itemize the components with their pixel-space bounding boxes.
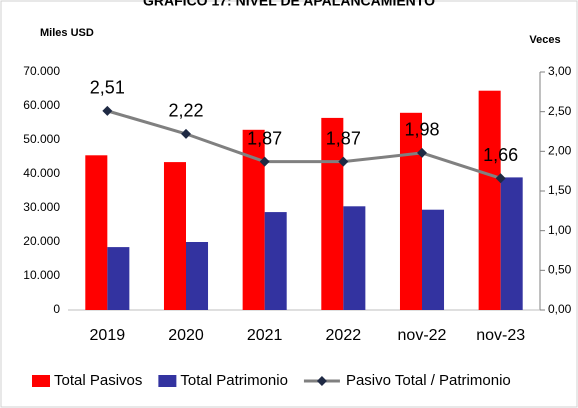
marker [102,105,113,116]
y2-tick-label: 0,00 [548,302,572,316]
bar [500,177,523,310]
bar [399,112,422,310]
y2-tick-label: 1,50 [548,183,572,197]
y-tick-label: 30.000 [23,200,60,214]
bar [343,206,366,310]
bar [186,242,209,310]
x-tick-label: 2020 [168,327,204,344]
bar [85,155,108,310]
data-label: 1,87 [247,128,282,148]
y-axis-label: Miles USD [40,27,94,39]
y-tick-label: 20.000 [23,234,60,248]
y2-tick-label: 0,50 [548,263,572,277]
data-label: 1,98 [404,120,439,140]
y-tick-label: 60.000 [23,98,60,112]
bar [163,162,186,310]
data-label: 1,66 [483,145,518,165]
marker [417,147,427,158]
data-label: 1,87 [326,128,361,148]
legend-label: Pasivo Total / Patrimonio [346,372,511,389]
legend-label: Total Patrimonio [180,372,288,389]
y-tick-label: 50.000 [23,132,60,146]
x-tick-label: 2021 [247,327,283,344]
marker [495,173,506,184]
line [106,109,502,180]
y-tick-label: 10.000 [23,268,60,282]
y2-axis-label: Veces [529,34,560,46]
y-tick-label: 70.000 [23,64,60,78]
bar [107,247,130,310]
legend-swatch [158,375,177,387]
marker [181,128,191,139]
y2-tick-label: 2,50 [548,104,572,118]
marker [338,156,349,167]
data-label: 2,51 [90,78,125,98]
y-tick-label: 0 [53,302,60,316]
chart-title: GRÁFICO 17: NIVEL DE APALANCAMIENTO [143,0,435,9]
y2-tick-label: 2,00 [548,144,572,158]
x-tick-label: nov-23 [476,327,525,344]
bar [264,212,287,310]
legend-marker [316,376,327,386]
y2-tick-label: 1,00 [548,223,572,237]
bar [422,209,445,310]
bar [478,90,501,310]
legend-label: Total Pasivos [54,372,142,389]
legend-swatch [32,375,50,387]
data-label: 2,22 [168,101,203,121]
y2-tick-label: 3,00 [548,64,572,78]
y-tick-label: 40.000 [23,166,60,180]
bar [242,129,265,310]
marker [259,156,270,167]
bar [321,117,344,311]
x-tick-label: nov-22 [398,327,447,344]
x-tick-label: 2019 [90,327,126,344]
x-tick-label: 2022 [326,327,362,344]
